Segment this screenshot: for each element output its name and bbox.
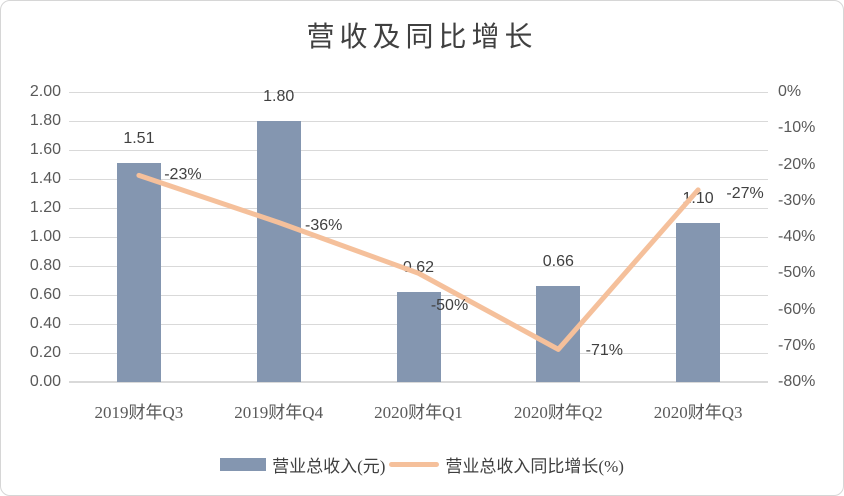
y-axis-left-tick-label: 1.00: [29, 228, 61, 245]
gridline: [69, 92, 768, 93]
line-point-label: -71%: [585, 342, 623, 360]
x-axis-category-label: 2019财年Q3: [94, 403, 184, 422]
x-axis-category-label: 2020财年Q2: [513, 403, 603, 422]
y-axis-right-tick-label: -40%: [778, 228, 816, 245]
x-axis-category-label: 2020财年Q3: [653, 403, 743, 422]
bar: [676, 222, 721, 382]
line-point-label: -50%: [430, 297, 469, 315]
bar-value-label: 1.10: [682, 189, 714, 207]
legend-label-growth: 营业总收入同比增长(%): [445, 457, 624, 476]
bar-value-label: 1.51: [123, 130, 155, 148]
y-axis-left-tick-label: 1.80: [29, 112, 61, 129]
y-axis-right-tick-label: -20%: [778, 155, 816, 173]
y-axis-left-tick-label: 0.60: [29, 286, 61, 303]
y-axis-right-tick-label: -70%: [778, 336, 816, 354]
y-axis-right-tick-label: -10%: [778, 119, 816, 137]
y-axis-left-tick-label: 0.20: [29, 344, 61, 361]
legend-label-revenue: 营业总收入(元): [272, 457, 386, 476]
bar: [536, 286, 581, 382]
y-axis-right-tick-label: 0%: [778, 83, 802, 100]
y-axis-right-tick-label: -60%: [778, 300, 816, 318]
legend: 营业总收入(元) 营业总收入同比增长(%): [1, 452, 843, 477]
gridline: [69, 150, 768, 151]
legend-line-swatch: [389, 462, 440, 467]
y-axis-right-tick-label: -50%: [778, 264, 816, 282]
x-axis-line: [69, 381, 768, 383]
y-axis-left-tick-label: 1.60: [29, 141, 61, 158]
bar-value-label: 1.80: [263, 88, 295, 105]
bar-value-label: 0.66: [542, 253, 574, 271]
y-axis-right-tick-label: -30%: [778, 191, 816, 209]
line-point-label: -36%: [305, 216, 343, 234]
y-axis-left-tick-label: 1.40: [29, 170, 61, 187]
y-axis-right-tick-label: -80%: [778, 373, 816, 390]
bar: [116, 163, 161, 382]
gridline: [69, 237, 768, 238]
y-axis-left-tick-label: 2.00: [29, 83, 61, 100]
chart-title: 营收及同比增长: [306, 22, 538, 53]
y-axis-left-tick-label: 0.80: [29, 257, 61, 274]
bar: [256, 121, 301, 382]
line-point-label: -27%: [726, 184, 764, 202]
bar-value-label: 0.62: [402, 259, 435, 277]
gridline: [69, 208, 768, 209]
line-point-label: -23%: [164, 166, 202, 184]
x-axis-category-label: 2019财年Q4: [234, 403, 324, 422]
legend-bar-swatch: [220, 458, 267, 471]
y-axis-left-tick-label: 0.40: [29, 315, 61, 332]
x-axis-category-label: 2020财年Q1: [374, 403, 463, 422]
gridline: [69, 121, 768, 122]
y-axis-left-tick-label: 0.00: [29, 373, 61, 390]
y-axis-left-tick-label: 1.20: [29, 199, 61, 216]
